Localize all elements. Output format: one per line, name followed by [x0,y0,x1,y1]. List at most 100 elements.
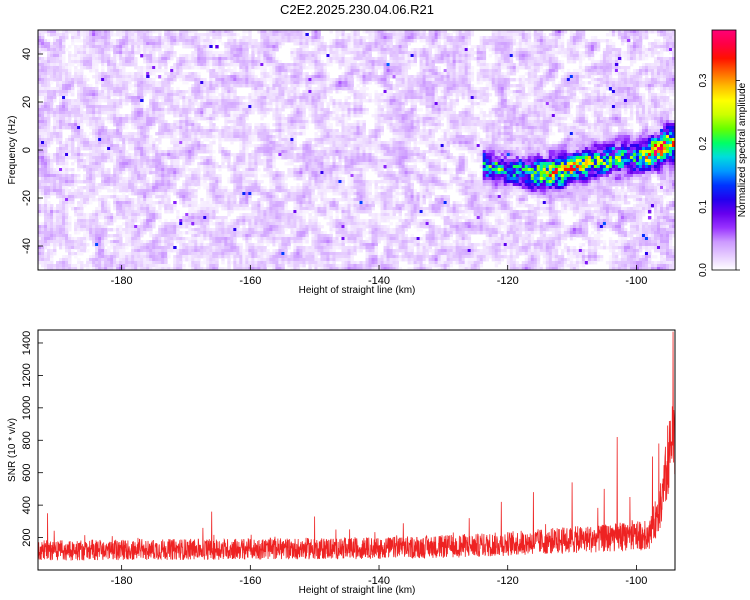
heatmap-cell [332,48,336,52]
heatmap-cell [470,93,475,97]
heatmap-cell [302,45,306,49]
heatmap-cell [416,72,420,76]
heatmap-cell [392,75,396,79]
heatmap-cell [416,93,420,97]
heatmap-cell [218,36,222,40]
heatmap-cell [632,78,637,82]
heatmap-cell [116,75,120,79]
heatmap-cell [551,51,556,55]
heatmap-cell [56,30,60,34]
heatmap-cell [632,33,637,37]
heatmap-cell [497,93,502,97]
heatmap-cell [359,108,363,112]
heatmap-cell [314,30,318,34]
heatmap-cell [95,78,99,82]
heatmap-cell [197,75,201,79]
heatmap-cell [269,69,273,73]
heatmap-cell [461,30,466,34]
heatmap-cell [38,72,42,76]
heatmap-cell [107,69,111,73]
heatmap-cell [509,66,514,70]
heatmap-cell [479,54,484,58]
heatmap-cell [515,93,520,97]
heatmap-cell [212,93,216,97]
heatmap-cell [341,45,345,49]
heatmap-cell [185,45,189,49]
heatmap-cell [437,57,442,61]
heatmap-cell [416,54,420,58]
heatmap-cell [647,90,652,94]
heatmap-cell [95,84,99,88]
heatmap-cell [221,75,225,79]
heatmap-cell [194,93,198,97]
heatmap-cell [113,90,117,94]
heatmap-cell [377,108,381,112]
heatmap-cell [341,54,345,58]
heatmap-cell [596,42,601,46]
heatmap-cell [167,93,171,97]
heatmap-cell [500,33,505,37]
heatmap-cell [218,102,222,106]
heatmap-cell [275,42,279,46]
heatmap-cell [98,72,102,76]
heatmap-cell [362,57,366,61]
heatmap-cell [77,57,81,61]
heatmap-cell [125,90,129,94]
heatmap-cell [182,45,186,49]
heatmap-cell [122,60,126,64]
heatmap-cell [395,102,399,106]
heatmap-cell [488,87,493,91]
heatmap-cell [293,72,297,76]
heatmap-cell [650,78,655,82]
heatmap-cell [461,60,466,64]
heatmap-cell [626,105,631,109]
heatmap-cell [476,45,481,49]
heatmap-cell [464,84,469,88]
heatmap-cell [278,69,282,73]
heatmap-cell [626,45,631,49]
heatmap-cell [464,72,469,76]
heatmap-cell [137,84,141,88]
heatmap-cell [524,81,529,85]
heatmap-cell [80,60,84,64]
heatmap-cell [611,93,616,97]
heatmap-cell [302,72,306,76]
heatmap-cell [101,33,105,37]
heatmap-cell [194,87,198,91]
heatmap-cell [74,45,78,49]
heatmap-cell [551,90,556,94]
heatmap-cell [113,54,117,58]
heatmap-cell [206,99,210,103]
heatmap-cell [326,63,330,67]
heatmap-cell [380,75,384,79]
heatmap-cell [125,93,129,97]
heatmap-cell [308,108,312,112]
heatmap-cell [65,93,69,97]
heatmap-cell [572,30,577,34]
heatmap-cell [353,108,357,112]
heatmap-cell [659,57,664,61]
heatmap-cell [656,33,661,37]
heatmap-cell [476,69,481,73]
heatmap-cell [158,54,162,58]
heatmap-cell [212,102,216,106]
heatmap-cell [107,84,111,88]
heatmap-cell [374,108,378,112]
heatmap-cell [104,72,108,76]
heatmap-cell [656,63,661,67]
heatmap-cell [488,108,493,112]
heatmap-cell [233,30,237,34]
heatmap-cell [653,78,658,82]
heatmap-cell [347,78,351,82]
heatmap-cell [107,36,111,40]
heatmap-cell [194,99,198,103]
heatmap-cell [455,84,460,88]
heatmap-cell [329,48,333,52]
heatmap-cell [377,45,381,49]
heatmap-cell [161,81,165,85]
heatmap-cell [188,57,192,61]
heatmap-cell [53,111,57,115]
heatmap-cell [335,102,339,106]
heatmap-cell [356,33,360,37]
heatmap-cell [245,105,249,109]
